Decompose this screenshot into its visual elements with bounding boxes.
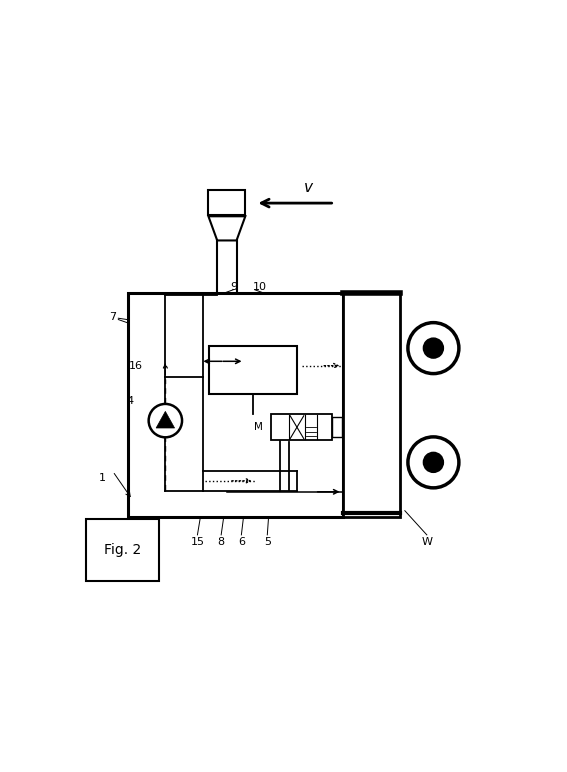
Bar (209, 346, 297, 394)
Text: 6: 6 (238, 537, 245, 547)
Polygon shape (156, 411, 175, 428)
Text: 4: 4 (126, 396, 134, 406)
Text: 8: 8 (218, 537, 225, 547)
Text: W: W (421, 537, 432, 547)
Circle shape (424, 338, 443, 357)
Bar (271, 414, 332, 440)
Bar (332, 417, 342, 437)
Text: 7: 7 (109, 313, 116, 323)
Text: 1: 1 (99, 472, 106, 482)
Text: 15: 15 (191, 537, 205, 547)
Text: 9: 9 (230, 282, 237, 292)
FancyBboxPatch shape (86, 520, 159, 581)
Circle shape (149, 404, 182, 437)
Bar (128, 293, 343, 517)
Text: M: M (254, 422, 263, 432)
Text: 16: 16 (129, 361, 143, 371)
Text: Fig. 2: Fig. 2 (104, 543, 141, 557)
Bar (344, 293, 400, 517)
Bar (209, 190, 246, 215)
Circle shape (424, 452, 443, 472)
Text: 5: 5 (264, 537, 271, 547)
Text: 10: 10 (253, 282, 267, 292)
Text: v: v (304, 180, 312, 195)
